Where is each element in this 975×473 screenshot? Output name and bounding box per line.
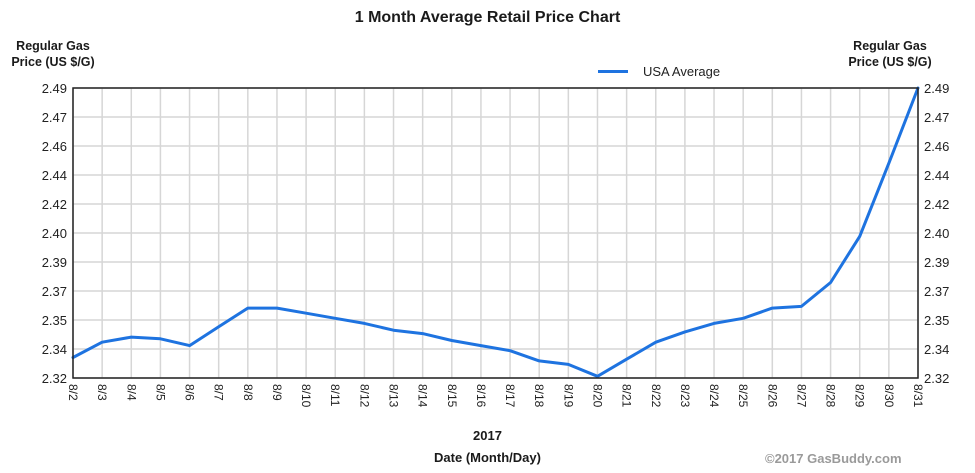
x-tick-label: 8/7	[212, 384, 226, 401]
y-tick-label-right: 2.42	[924, 197, 949, 212]
copyright-text: ©2017 GasBuddy.com	[765, 451, 902, 466]
y-tick-label-right: 2.39	[924, 255, 949, 270]
x-tick-label: 8/23	[678, 384, 692, 408]
x-tick-label: 8/14	[416, 384, 430, 408]
left-y-axis-ticks: 2.32 2.34 2.35 2.37 2.39 2.40 2.42 2.44 2.46 2.47…	[42, 81, 67, 386]
x-tick-label: 8/19	[561, 384, 575, 408]
legend-line-swatch-icon	[598, 70, 628, 73]
x-tick-label: 8/12	[357, 384, 371, 408]
y-tick-label-right: 2.32	[924, 371, 949, 386]
x-tick-label: 8/5	[153, 384, 167, 401]
y-tick-label-left: 2.39	[42, 255, 67, 270]
x-axis-title: Date (Month/Day)	[434, 450, 541, 465]
x-tick-label: 8/20	[590, 384, 604, 408]
x-tick-label: 8/16	[474, 384, 488, 408]
x-tick-label: 8/15	[445, 384, 459, 408]
x-tick-label: 8/17	[503, 384, 517, 408]
y-tick-label-left: 2.40	[42, 226, 67, 241]
x-tick-label: 8/13	[387, 384, 401, 408]
x-tick-label: 8/29	[853, 384, 867, 408]
right-y-axis-ticks: 2.32 2.34 2.35 2.37 2.39 2.40 2.42 2.44 2.46 2.47…	[924, 81, 949, 386]
x-tick-label: 8/25	[736, 384, 750, 408]
left-y-axis-title-line1: Regular Gas	[16, 39, 90, 53]
y-tick-label-right: 2.49	[924, 81, 949, 96]
x-axis-ticks: 8/2 8/3 8/4 8/5 8/6 8/7 8/8 8/9 8/10 8/11 8/12 8/13…	[66, 384, 925, 408]
x-tick-label: 8/22	[649, 384, 663, 408]
y-tick-label-left: 2.47	[42, 110, 67, 125]
x-axis-year-label: 2017	[473, 428, 502, 443]
usa-average-line	[71, 86, 920, 378]
y-tick-label-right: 2.47	[924, 110, 949, 125]
x-tick-label: 8/2	[66, 384, 80, 401]
legend-label: USA Average	[643, 64, 721, 79]
grid-lines	[72, 87, 919, 379]
y-tick-label-left: 2.34	[42, 342, 67, 357]
x-tick-label: 8/4	[124, 384, 138, 401]
right-y-axis-title: Regular Gas Price (US $/G)	[830, 38, 950, 70]
x-tick-label: 8/26	[765, 384, 779, 408]
x-tick-label: 8/8	[241, 384, 255, 401]
x-tick-label: 8/31	[911, 384, 925, 408]
y-tick-label-left: 2.44	[42, 168, 67, 183]
x-tick-label: 8/18	[532, 384, 546, 408]
y-tick-label-left: 2.37	[42, 284, 67, 299]
legend: USA Average	[598, 64, 720, 79]
x-tick-label: 8/21	[620, 384, 634, 408]
y-tick-label-left: 2.49	[42, 81, 67, 96]
x-tick-label: 8/9	[270, 384, 284, 401]
x-tick-label: 8/6	[183, 384, 197, 401]
plot-frame	[72, 87, 919, 379]
right-y-axis-title-line2: Price (US $/G)	[848, 55, 932, 69]
right-y-axis-title-line1: Regular Gas	[853, 39, 927, 53]
y-tick-label-left: 2.35	[42, 313, 67, 328]
y-tick-label-left: 2.42	[42, 197, 67, 212]
x-tick-label: 8/30	[882, 384, 896, 408]
x-tick-label: 8/27	[794, 384, 808, 408]
y-tick-label-left: 2.32	[42, 371, 67, 386]
y-tick-label-right: 2.40	[924, 226, 949, 241]
y-tick-label-left: 2.46	[42, 139, 67, 154]
y-tick-label-right: 2.37	[924, 284, 949, 299]
x-tick-label: 8/28	[824, 384, 838, 408]
left-y-axis-title-line2: Price (US $/G)	[11, 55, 95, 69]
x-tick-label: 8/24	[707, 384, 721, 408]
y-tick-label-right: 2.44	[924, 168, 949, 183]
y-tick-label-right: 2.34	[924, 342, 949, 357]
x-tick-label: 8/3	[95, 384, 109, 401]
left-y-axis-title: Regular Gas Price (US $/G)	[4, 38, 102, 70]
chart-title: 1 Month Average Retail Price Chart	[354, 9, 621, 26]
y-tick-label-right: 2.46	[924, 139, 949, 154]
x-tick-label: 8/10	[299, 384, 313, 408]
y-tick-label-right: 2.35	[924, 313, 949, 328]
x-tick-label: 8/11	[328, 384, 342, 407]
